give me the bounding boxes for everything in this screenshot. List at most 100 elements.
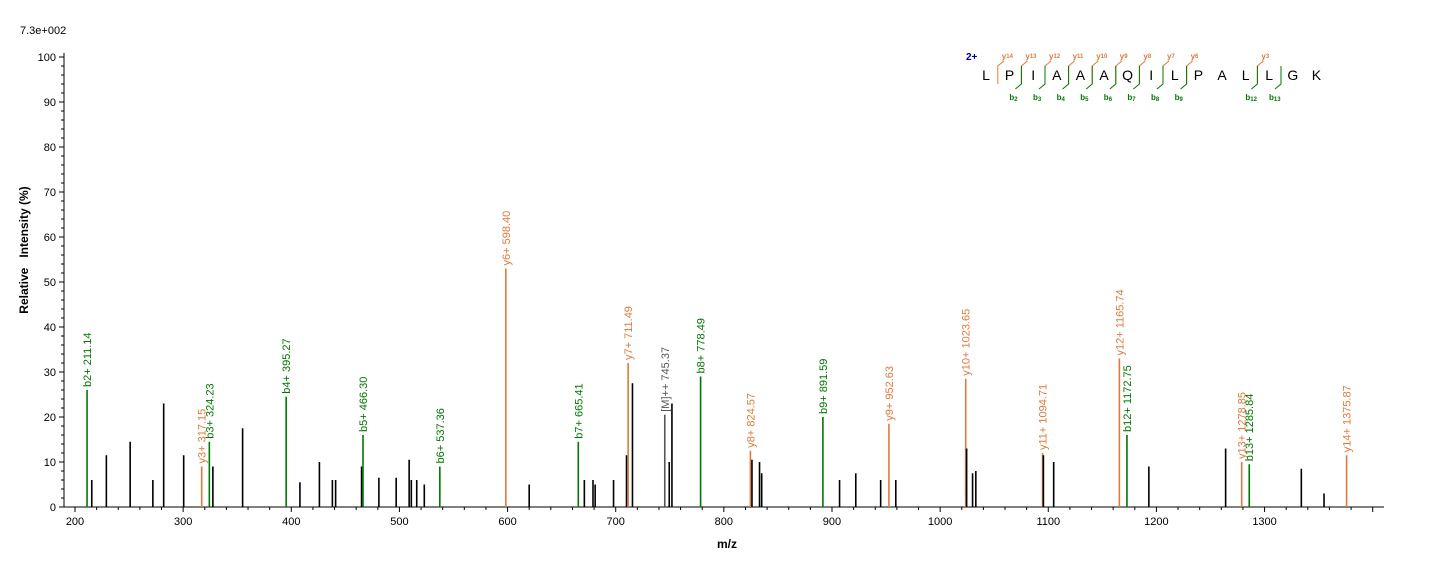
b-ion-cleavage-mark	[1133, 66, 1140, 90]
x-tick-label: 1200	[1144, 516, 1168, 528]
b-ion-label: b6	[1104, 93, 1113, 103]
y-ion-cleavage-mark	[1044, 60, 1052, 84]
y-ion-label: y11	[1073, 52, 1084, 61]
b-ion-label: b9	[1175, 93, 1184, 103]
y-ion-label: y10	[1096, 52, 1108, 61]
y-axis-title: Relative Intensity (%)	[17, 186, 31, 313]
y-ion-label: y6	[1191, 52, 1199, 61]
y-ion-label: y12	[1049, 52, 1061, 61]
b-ion-cleavage-mark	[1015, 66, 1022, 90]
peak-label: b12+ 1172.75	[1122, 365, 1134, 432]
x-axis-title: m/z	[717, 537, 737, 551]
peak-label: y9+ 952.63	[884, 366, 896, 421]
sequence-residue: P	[1194, 67, 1203, 83]
peak-label: y6+ 598.40	[501, 211, 513, 266]
intensity-scale-label: 7.3e+002	[20, 25, 66, 37]
peak-label: y12+ 1165.74	[1114, 289, 1126, 355]
peak-label: b2+ 211.14	[82, 332, 94, 387]
sequence-residue: L	[1242, 67, 1250, 83]
y-ion-label: y13	[1025, 52, 1037, 61]
b-ion-label: b3	[1033, 93, 1042, 103]
peak-label: b3+ 324.23	[204, 383, 216, 438]
peak-label: b5+ 466.30	[358, 377, 370, 432]
x-tick-label: 1000	[928, 516, 952, 528]
sequence-residue: I	[1149, 67, 1153, 83]
y-tick-label: 60	[44, 232, 56, 244]
y-tick-label: 10	[44, 457, 56, 469]
x-tick-label: 900	[823, 516, 841, 528]
peak-label: b7+ 665.41	[573, 383, 585, 438]
x-tick-label: 200	[66, 516, 84, 528]
sequence-residue: A	[1217, 67, 1227, 83]
peak-label: b13+ 1285.84	[1244, 394, 1256, 462]
x-tick-label: 800	[715, 516, 733, 528]
sequence-residue: A	[1099, 67, 1109, 83]
y-ion-label: y14	[1002, 52, 1014, 61]
y-tick-label: 40	[44, 322, 56, 334]
peak-label: y7+ 711.49	[623, 306, 635, 360]
sequence-residue: A	[1076, 67, 1086, 83]
y-ion-label: y3	[1261, 52, 1269, 61]
b-ion-cleavage-mark	[1180, 66, 1188, 90]
b-ion-cleavage-mark	[1109, 66, 1117, 90]
b-ion-cleavage-mark	[1085, 66, 1093, 90]
b-ion-cleavage-mark	[1038, 66, 1046, 90]
y-ion-cleavage-mark	[1256, 60, 1264, 84]
x-tick-label: 700	[607, 516, 625, 528]
y-tick-label: 20	[44, 412, 56, 424]
peak-label: y10+ 1023.65	[961, 309, 973, 376]
b-ion-cleavage-mark	[1274, 66, 1282, 90]
b-ion-label: b4	[1057, 93, 1066, 103]
b-ion-cleavage-mark	[1251, 66, 1258, 90]
sequence-residue: K	[1312, 67, 1322, 83]
y-ion-label: y7	[1167, 52, 1175, 61]
y-ion-cleavage-mark	[1115, 60, 1123, 84]
y-tick-label: 70	[44, 187, 56, 199]
y-tick-label: 0	[50, 502, 56, 514]
sequence-residue: L	[1265, 67, 1273, 83]
b-ion-label: b5	[1080, 93, 1089, 103]
y-ion-cleavage-mark	[1186, 60, 1193, 84]
charge-state-label: 2+	[966, 52, 978, 63]
b-ion-label: b12	[1245, 93, 1257, 103]
peak-label: y11+ 1094.71	[1038, 384, 1050, 450]
peak-label: b9+ 891.59	[818, 359, 830, 414]
b-ion-cleavage-mark	[1156, 66, 1164, 90]
sequence-residue: L	[1171, 67, 1179, 83]
sequence-residue: I	[1031, 67, 1035, 83]
sequence-residue: P	[1005, 67, 1014, 83]
peak-label: b4+ 395.27	[281, 338, 293, 393]
y-ion-cleavage-mark	[1020, 60, 1028, 84]
x-tick-label: 400	[282, 516, 300, 528]
b-ion-label: b13	[1269, 93, 1281, 103]
y-tick-label: 90	[44, 97, 56, 109]
y-ion-cleavage-mark	[1091, 60, 1099, 84]
y-tick-label: 30	[44, 367, 56, 379]
y-ion-cleavage-mark	[997, 60, 1005, 84]
b-ion-cleavage-mark	[1062, 66, 1070, 90]
peak-label: y13+ 1278.85	[1237, 392, 1249, 459]
y-ion-cleavage-mark	[1138, 60, 1146, 84]
b-ion-label: b2	[1009, 93, 1018, 103]
b-ion-label: b7	[1127, 93, 1136, 103]
y-ion-cleavage-mark	[1068, 60, 1075, 84]
peak-label: [M]++ 745.37	[660, 347, 672, 412]
peaks-layer	[86, 268, 1348, 507]
x-tick-label: 500	[390, 516, 408, 528]
peak-label: y3+ 317.15	[197, 409, 209, 464]
y-ion-label: y9	[1120, 52, 1128, 61]
y-tick-label: 100	[38, 52, 56, 64]
peak-label: b8+ 778.49	[696, 318, 708, 373]
x-tick-label: 1300	[1252, 516, 1276, 528]
axes: 0 10 20 30 40 50 60 70 80 90 100 200 300 400 500 600 700…	[38, 52, 1384, 528]
x-tick-label: 1100	[1036, 516, 1060, 528]
y-tick-label: 80	[44, 142, 56, 154]
sequence-residue: Q	[1122, 67, 1133, 83]
peak-label: y8+ 824.57	[745, 393, 757, 448]
sequence-residue: L	[982, 67, 990, 83]
peak-label: b6+ 537.36	[435, 408, 447, 463]
b-ion-label: b8	[1151, 93, 1160, 103]
